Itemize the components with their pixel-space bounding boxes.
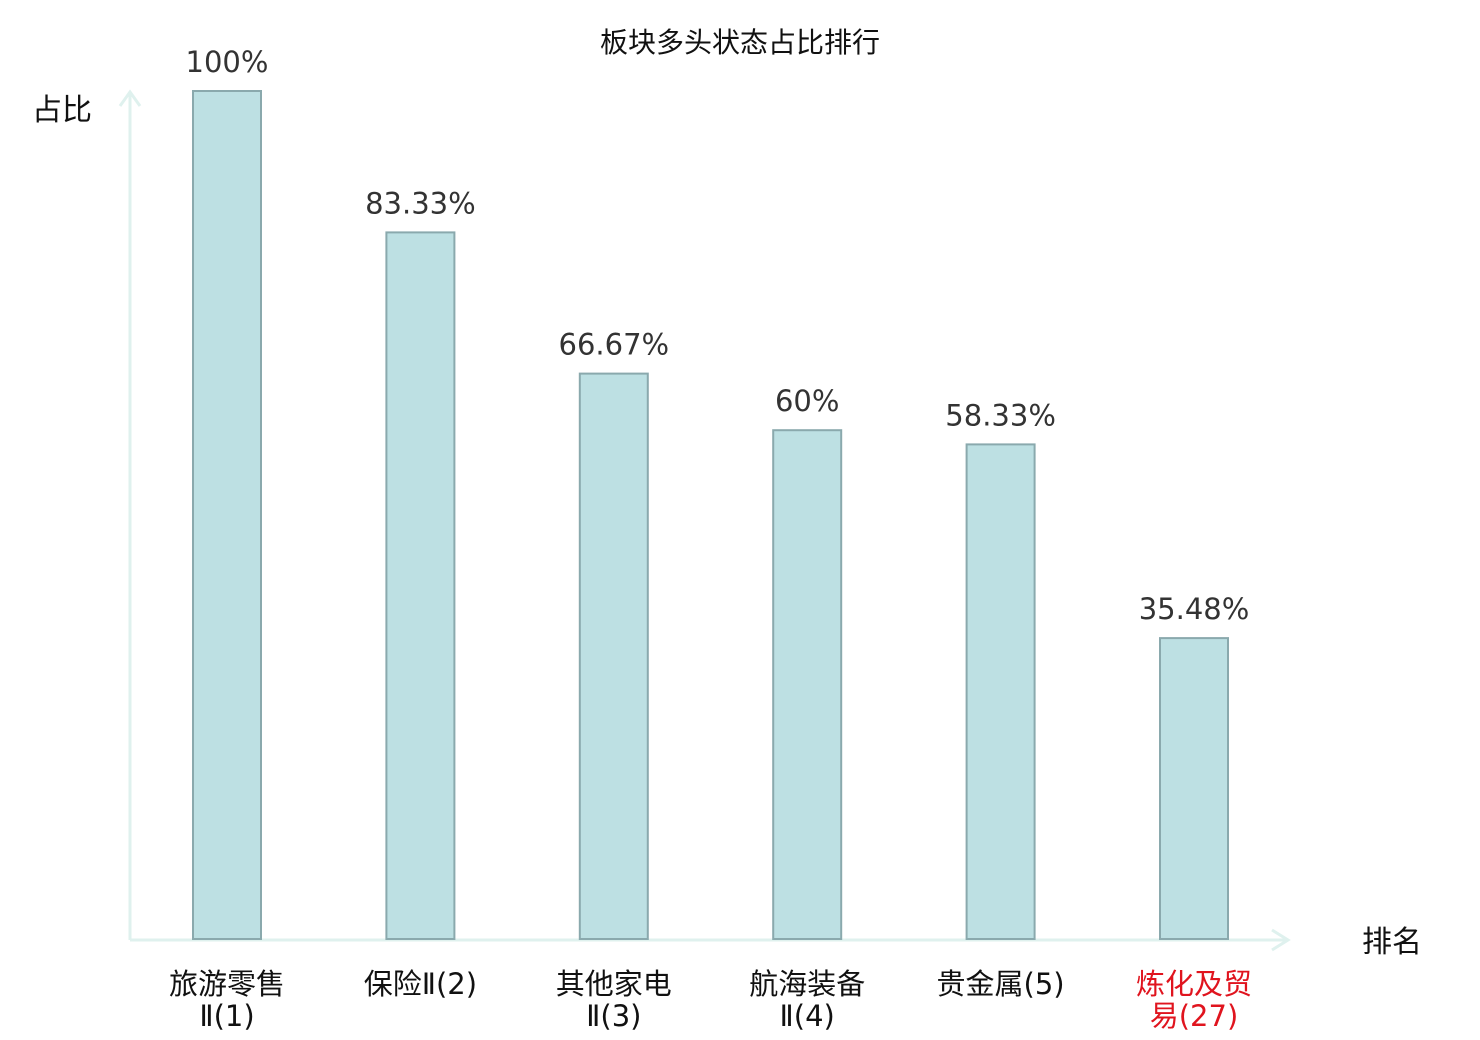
bar (192, 90, 262, 940)
x-axis-arrow (1271, 928, 1291, 952)
x-axis: 排名 (130, 925, 1422, 960)
x-axis-label: 排名 (1362, 925, 1422, 960)
category-label: 航海装备 (749, 967, 865, 1001)
chart-title: 板块多头状态占比排行 (600, 26, 880, 59)
value-labels-group: 100% 83.33% 66.67% 60% 58.33% 35.48% (186, 45, 1250, 626)
category-label: 保险Ⅱ(2) (364, 967, 477, 1001)
y-axis-label: 占比 (32, 93, 92, 128)
value-label: 58.33% (945, 398, 1056, 432)
bar (385, 231, 456, 940)
bar (772, 429, 843, 940)
value-label: 60% (775, 384, 839, 418)
y-axis: 占比 (32, 89, 142, 940)
y-axis-arrow (118, 89, 142, 107)
category-label: 易(27) (1150, 999, 1239, 1033)
value-label: 83.33% (365, 186, 476, 220)
category-label: Ⅱ(1) (199, 999, 254, 1033)
category-label: 其他家电 (556, 967, 672, 1001)
category-label: 炼化及贸 (1136, 967, 1252, 1001)
bar (1159, 637, 1229, 940)
value-label: 100% (186, 45, 269, 79)
bar (965, 443, 1036, 940)
category-label: Ⅱ(4) (780, 999, 835, 1033)
category-label: 贵金属(5) (937, 967, 1065, 1001)
bar (578, 372, 649, 941)
category-label: Ⅱ(3) (586, 999, 641, 1033)
value-label: 35.48% (1139, 592, 1250, 626)
category-label: 旅游零售 (169, 967, 285, 1001)
value-label: 66.67% (559, 328, 670, 362)
bars-group (192, 90, 1229, 941)
